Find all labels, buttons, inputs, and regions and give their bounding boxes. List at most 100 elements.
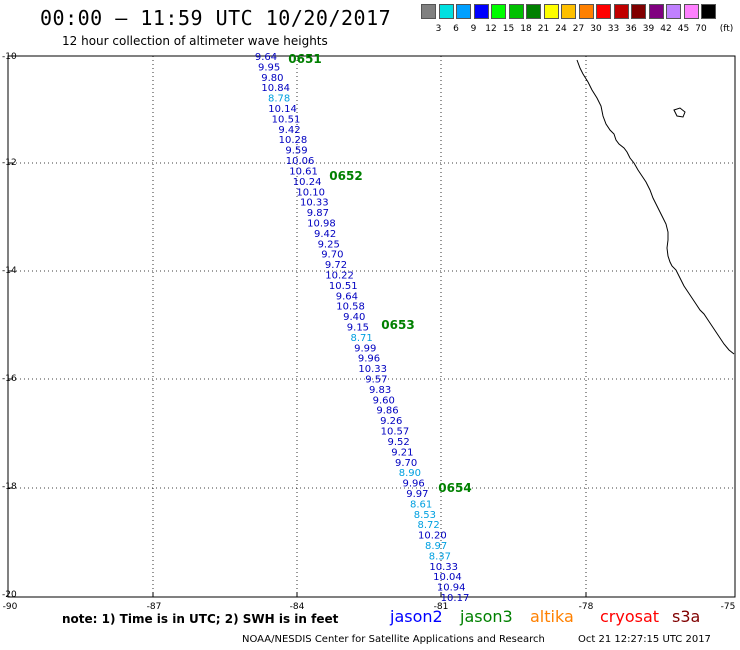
wave-height-label: 9.97 bbox=[406, 489, 428, 500]
scale-label: 45 bbox=[677, 24, 690, 34]
wave-height-label: 9.86 bbox=[376, 406, 398, 417]
wave-height-label: 8.53 bbox=[414, 510, 436, 521]
mission-altika: altika bbox=[530, 607, 574, 626]
wave-height-label: 10.84 bbox=[261, 83, 290, 94]
scale-label: 30 bbox=[590, 24, 602, 34]
wave-height-label: 8.90 bbox=[399, 468, 421, 479]
scale-label: 39 bbox=[642, 24, 655, 34]
wave-height-label: 10.22 bbox=[325, 270, 354, 281]
wave-height-label: 9.99 bbox=[354, 343, 376, 354]
wave-height-label: 9.42 bbox=[314, 229, 336, 240]
scale-swatch bbox=[701, 4, 716, 19]
scale-label: 70 bbox=[695, 24, 707, 34]
wave-height-label: 9.21 bbox=[391, 447, 413, 458]
lon-label: -81 bbox=[433, 602, 449, 612]
wave-height-label: 9.40 bbox=[343, 312, 365, 323]
wave-height-label: 10.10 bbox=[296, 187, 325, 198]
wave-height-label: 9.60 bbox=[373, 395, 395, 406]
wave-height-label: 10.06 bbox=[286, 156, 315, 167]
scale-swatch bbox=[648, 4, 664, 19]
wave-height-label: 9.72 bbox=[325, 260, 347, 271]
wave-height-label: 9.96 bbox=[358, 354, 380, 365]
lon-label: -75 bbox=[720, 602, 736, 612]
lon-label: -84 bbox=[289, 602, 305, 612]
scale-label: 15 bbox=[502, 24, 515, 34]
coastline bbox=[576, 59, 735, 355]
scale-swatch bbox=[438, 4, 454, 19]
wave-height-label: 9.26 bbox=[380, 416, 402, 427]
wave-height-label: 9.96 bbox=[402, 479, 424, 490]
wave-height-label: 9.95 bbox=[258, 62, 280, 73]
wave-height-label: 10.33 bbox=[429, 562, 458, 573]
wave-height-label: 8.78 bbox=[268, 94, 290, 105]
wave-height-label: 9.70 bbox=[321, 250, 343, 261]
wave-height-label: 9.80 bbox=[261, 73, 283, 84]
wave-height-label: 9.83 bbox=[369, 385, 391, 396]
mission-s3a: s3a bbox=[672, 607, 701, 626]
wave-height-label: 10.24 bbox=[293, 177, 322, 188]
scale-label: 42 bbox=[660, 24, 672, 34]
lat-label: -12 bbox=[2, 158, 17, 168]
generated-timestamp: Oct 21 12:27:15 UTC 2017 bbox=[578, 634, 711, 645]
footer-note: note: 1) Time is in UTC; 2) SWH is in fe… bbox=[62, 612, 339, 626]
wave-height-label: 8.37 bbox=[429, 551, 451, 562]
wave-height-label: 8.71 bbox=[350, 333, 372, 344]
scale-swatch bbox=[473, 4, 489, 19]
lon-label: -90 bbox=[2, 602, 18, 612]
wave-height-label: 8.97 bbox=[425, 541, 447, 552]
scale-label: 27 bbox=[572, 24, 585, 34]
wave-height-label: 10.51 bbox=[329, 281, 358, 292]
wave-height-label: 9.59 bbox=[285, 146, 307, 157]
wave-height-label: 9.64 bbox=[255, 52, 277, 63]
time-mark: 0651 bbox=[288, 52, 321, 66]
wave-height-label: 10.51 bbox=[272, 114, 301, 125]
scale-swatch bbox=[491, 4, 506, 19]
map-frame bbox=[7, 55, 736, 598]
wave-height-label: 9.42 bbox=[278, 125, 300, 136]
wave-height-label: 9.87 bbox=[307, 208, 329, 219]
scale-swatch bbox=[421, 4, 436, 19]
scale-swatch bbox=[613, 4, 629, 19]
wave-height-label: 10.33 bbox=[358, 364, 387, 375]
wave-height-label: 8.61 bbox=[410, 499, 432, 510]
time-mark: 0654 bbox=[438, 481, 471, 495]
scale-label: 6 bbox=[453, 24, 459, 34]
scale-swatch bbox=[631, 4, 646, 19]
wave-height-label: 10.58 bbox=[336, 302, 365, 313]
scale-swatch bbox=[683, 4, 699, 19]
wave-height-label: 10.20 bbox=[418, 531, 447, 542]
wave-height-label: 10.04 bbox=[433, 572, 462, 583]
time-mark: 0652 bbox=[329, 169, 362, 183]
lon-label: -87 bbox=[146, 602, 162, 612]
scale-label: 3 bbox=[435, 24, 442, 34]
scale-label: 21 bbox=[537, 24, 550, 34]
scale-swatch bbox=[666, 4, 681, 19]
wave-height-label: 10.14 bbox=[268, 104, 297, 115]
wave-height-label: 9.70 bbox=[395, 458, 417, 469]
scale-label: 33 bbox=[607, 24, 620, 34]
scale-swatch bbox=[508, 4, 524, 19]
scale-label: 12 bbox=[485, 24, 497, 34]
lat-label: -16 bbox=[2, 374, 17, 384]
scale-label: 18 bbox=[520, 24, 532, 34]
scale-label: 9 bbox=[470, 24, 477, 34]
scale-swatch bbox=[578, 4, 594, 19]
scale-swatch bbox=[596, 4, 611, 19]
wave-height-label: 10.17 bbox=[441, 593, 470, 604]
chart-title: 00:00 – 11:59 UTC 10/20/2017 bbox=[40, 6, 392, 30]
wave-height-label: 10.33 bbox=[300, 198, 329, 209]
scale-label: 24 bbox=[555, 24, 567, 34]
chart-subtitle: 12 hour collection of altimeter wave hei… bbox=[62, 34, 328, 48]
wave-height-label: 9.52 bbox=[388, 437, 410, 448]
scale-label: 36 bbox=[625, 24, 637, 34]
time-mark: 0653 bbox=[381, 318, 414, 332]
wave-height-label: 9.57 bbox=[365, 375, 387, 386]
mission-jason2: jason2 bbox=[390, 607, 443, 626]
wave-height-label: 10.98 bbox=[307, 218, 336, 229]
lat-label: -10 bbox=[2, 52, 17, 62]
wave-height-label: 9.15 bbox=[347, 323, 369, 334]
lon-label: -78 bbox=[578, 602, 594, 612]
scale-unit: (ft) bbox=[719, 24, 734, 34]
wave-height-label: 10.57 bbox=[381, 427, 410, 438]
